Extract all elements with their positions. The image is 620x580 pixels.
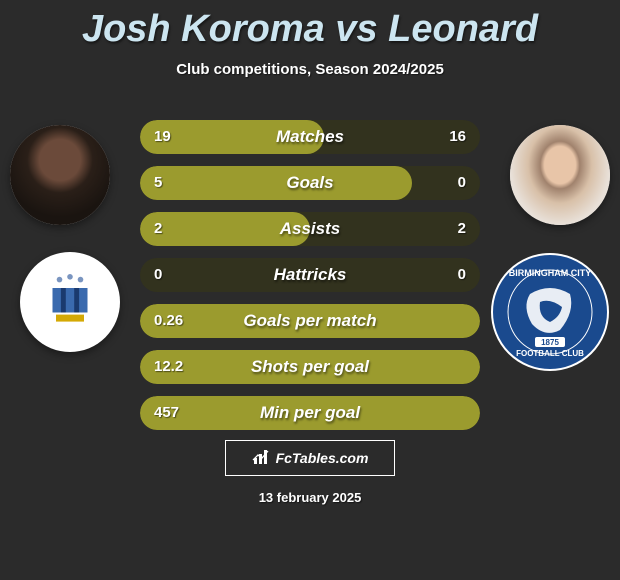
- stat-value-right: 16: [449, 120, 466, 154]
- comparison-title: Josh Koroma vs Leonard: [0, 0, 620, 51]
- stat-row: 12.2Shots per goal: [140, 350, 480, 384]
- stat-value-right: 0: [458, 258, 466, 292]
- stat-row: 0.26Goals per match: [140, 304, 480, 338]
- player2-avatar: [510, 125, 610, 225]
- stat-row: 5Goals0: [140, 166, 480, 200]
- stat-label: Assists: [140, 212, 480, 246]
- stat-label: Shots per goal: [140, 350, 480, 384]
- player1-avatar: [10, 125, 110, 225]
- svg-text:1875: 1875: [541, 338, 559, 347]
- stat-row: 0Hattricks0: [140, 258, 480, 292]
- footer-logo-text: FcTables.com: [276, 450, 369, 466]
- comparison-subtitle: Club competitions, Season 2024/2025: [0, 61, 620, 78]
- stat-value-right: 2: [458, 212, 466, 246]
- club2-crest: BIRMINGHAM CITY FOOTBALL CLUB 1875: [490, 252, 610, 372]
- footer-date: 13 february 2025: [0, 490, 620, 505]
- stat-label: Min per goal: [140, 396, 480, 430]
- club2-crest-icon: BIRMINGHAM CITY FOOTBALL CLUB 1875: [490, 252, 610, 372]
- stat-row: 2Assists2: [140, 212, 480, 246]
- chart-icon: [252, 450, 270, 467]
- stat-label: Goals: [140, 166, 480, 200]
- player2-face-icon: [510, 125, 610, 225]
- stat-label: Hattricks: [140, 258, 480, 292]
- stat-value-right: 0: [458, 166, 466, 200]
- stat-label: Goals per match: [140, 304, 480, 338]
- svg-text:BIRMINGHAM CITY: BIRMINGHAM CITY: [509, 268, 592, 278]
- club1-crest: [20, 252, 120, 352]
- footer-logo: FcTables.com: [225, 440, 395, 476]
- club1-crest-icon: [20, 252, 120, 352]
- stat-label: Matches: [140, 120, 480, 154]
- svg-text:FOOTBALL CLUB: FOOTBALL CLUB: [516, 349, 584, 358]
- player1-face-icon: [10, 125, 110, 225]
- stat-row: 19Matches16: [140, 120, 480, 154]
- stat-row: 457Min per goal: [140, 396, 480, 430]
- stats-container: 19Matches165Goals02Assists20Hattricks00.…: [140, 120, 480, 442]
